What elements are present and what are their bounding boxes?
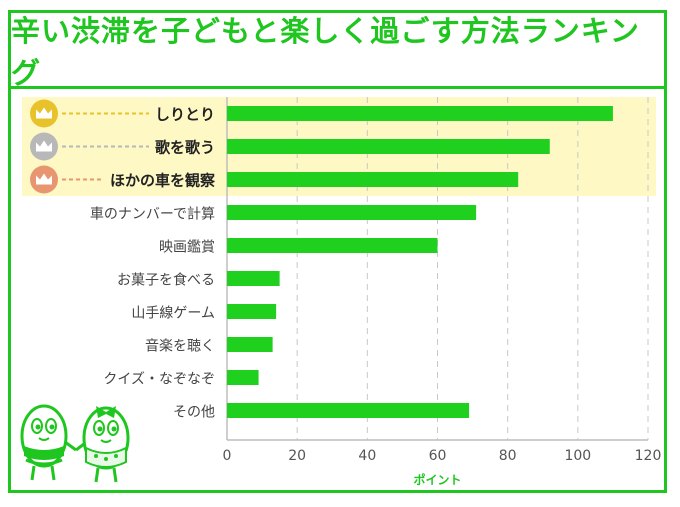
category-label: その他 [173,405,215,421]
x-tick-label: 120 [635,448,662,464]
x-tick-label: 60 [429,448,447,464]
bar [227,370,259,385]
mascot-characters-icon [20,404,130,483]
bar [227,337,273,352]
x-tick-label: 0 [223,448,232,464]
category-label: お菓子を食べる [117,272,215,289]
category-label: ほかの車を観察 [110,172,216,190]
bar [227,403,470,418]
category-label: 車のナンバーで計算 [90,206,215,223]
x-tick-label: 40 [358,448,376,464]
bar [227,139,550,154]
category-label: クイズ・なぞなぞ [103,372,215,388]
crown-shape-icon [36,173,52,185]
crown-shape-icon [36,107,52,119]
boy-mascot-icon [20,404,77,481]
x-tick-label: 100 [564,448,591,464]
bar [227,172,519,187]
chart-title: 辛い渋滞を子どもと楽しく過ごす方法ランキング [11,13,640,90]
bar [227,238,438,253]
x-axis-label: ポイント [413,472,461,487]
crown-shape-icon [36,140,52,152]
category-label: 音楽を聴く [145,338,215,355]
category-label: 映画鑑賞 [159,239,215,256]
title-divider [11,86,664,89]
girl-mascot-icon [75,406,130,483]
category-label: 歌を歌う [155,139,215,157]
category-label: 山手線ゲーム [131,306,215,322]
bar [227,304,277,319]
x-tick-label: 80 [499,448,517,464]
bar [227,106,613,121]
category-label: しりとり [155,106,215,124]
x-tick-label: 20 [288,448,306,464]
bar [227,205,477,220]
bar [227,271,280,286]
